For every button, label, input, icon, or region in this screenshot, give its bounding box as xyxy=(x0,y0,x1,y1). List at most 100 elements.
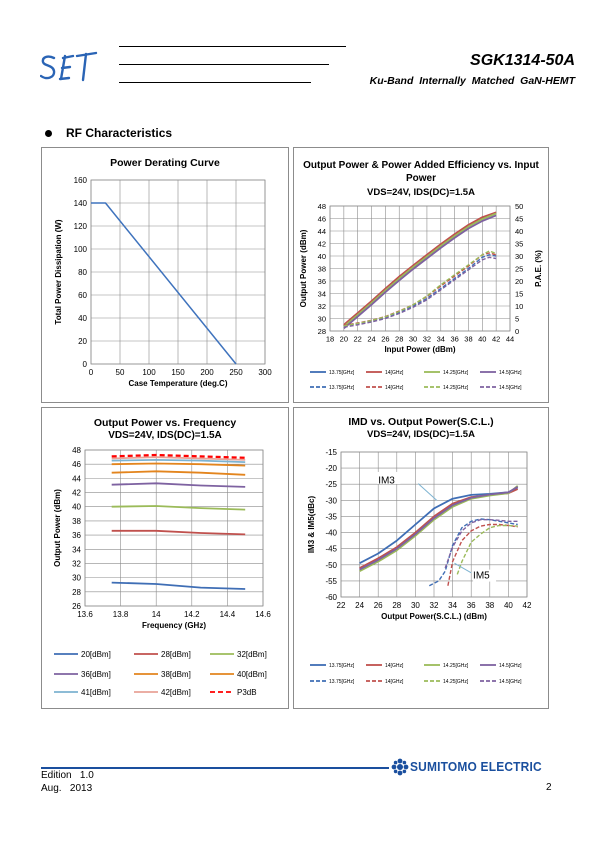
x-tick-label: 24 xyxy=(367,335,375,344)
legend-label: 41[dBm] xyxy=(81,688,111,697)
imd-series-line xyxy=(428,518,518,587)
x-tick-label: 42 xyxy=(492,335,500,344)
y2-tick-label: 10 xyxy=(515,302,523,311)
x-tick-label: 40 xyxy=(478,335,486,344)
y-tick-label: 26 xyxy=(72,602,81,611)
chart-panel-imd: IMD vs. Output Power(S.C.L.) xyxy=(293,407,549,709)
legend-label: 14.25[GHz] xyxy=(443,385,469,391)
freq-series-line xyxy=(111,462,246,467)
legend-label: P3dB xyxy=(237,688,257,697)
legend-label: 28[dBm] xyxy=(161,650,191,659)
y-axis-label: IM3 & IM5(dBc) xyxy=(307,496,316,554)
y2-tick-label: 25 xyxy=(515,265,523,274)
x-axis-label: Case Temperature (deg.C) xyxy=(129,379,228,388)
freq-series-line xyxy=(111,529,246,536)
y-tick-label: 30 xyxy=(318,315,326,324)
legend-label: 14[GHz] xyxy=(385,370,404,376)
x-tick-label: 14.6 xyxy=(255,610,271,619)
x-tick-label: 200 xyxy=(200,368,214,377)
y-tick-label: 44 xyxy=(318,227,326,236)
y2-tick-label: 30 xyxy=(515,252,523,261)
x-tick-label: 26 xyxy=(374,601,383,610)
y-tick-label: 38 xyxy=(318,265,326,274)
x-tick-label: 300 xyxy=(258,368,272,377)
x-tick-label: 22 xyxy=(354,335,362,344)
x-tick-label: 38 xyxy=(485,601,494,610)
y-tick-label: 42 xyxy=(318,240,326,249)
y-tick-label: 0 xyxy=(83,360,88,369)
x-axis-label: Input Power (dBm) xyxy=(384,345,455,354)
x-tick-label: 36 xyxy=(450,335,458,344)
x-tick-label: 28 xyxy=(395,335,403,344)
y-tick-label: -20 xyxy=(325,464,337,473)
pae-series-line xyxy=(343,256,497,328)
y-tick-label: -15 xyxy=(325,448,337,457)
freq-series-line xyxy=(111,505,246,511)
x-tick-label: 0 xyxy=(89,368,94,377)
annotation-bg xyxy=(377,471,401,484)
freq-series-line xyxy=(111,470,246,476)
legend-label: 14.5[GHz] xyxy=(499,385,522,391)
imd-series-line xyxy=(359,486,519,571)
y2-tick-label: 40 xyxy=(515,227,523,236)
y-axis-label: Output Power (dBm) xyxy=(299,229,308,307)
legend-label: 14[GHz] xyxy=(385,663,404,669)
chart-panel-derating: Power Derating Curve xyxy=(41,147,289,403)
legend-label: 14.5[GHz] xyxy=(499,679,522,685)
freq-series-line xyxy=(111,456,246,461)
y-tick-label: 28 xyxy=(318,327,326,336)
legend-label: 14.25[GHz] xyxy=(443,679,469,685)
annotation-arrow xyxy=(417,483,438,501)
x-tick-label: 40 xyxy=(504,601,513,610)
x-tick-label: 36 xyxy=(467,601,476,610)
x-tick-label: 34 xyxy=(437,335,445,344)
legend-label: 14[GHz] xyxy=(385,385,404,391)
plot-area xyxy=(84,449,264,607)
y-tick-label: 46 xyxy=(318,215,326,224)
edition: Edition 1.0 xyxy=(41,770,94,781)
y-tick-label: -40 xyxy=(325,529,337,538)
y2-tick-label: 0 xyxy=(515,327,519,336)
x-axis-label: Output Power(S.C.L.) (dBm) xyxy=(381,612,487,621)
y-tick-label: 44 xyxy=(72,474,81,483)
x-axis-label: Frequency (GHz) xyxy=(142,621,206,630)
legend-label: 13.75[GHz] xyxy=(329,385,355,391)
x-tick-label: 20 xyxy=(340,335,348,344)
derating-line xyxy=(91,202,237,365)
x-tick-label: 14 xyxy=(152,610,161,619)
y-tick-label: 80 xyxy=(78,268,87,277)
legend-label: 14.25[GHz] xyxy=(443,663,469,669)
x-tick-label: 13.6 xyxy=(77,610,93,619)
pout-series-line xyxy=(343,214,497,330)
legend-label: 20[dBm] xyxy=(81,650,111,659)
imd-series-line xyxy=(359,485,519,572)
x-tick-label: 24 xyxy=(355,601,364,610)
y-tick-label: 38 xyxy=(72,517,81,526)
legend-label: 32[dBm] xyxy=(237,650,267,659)
y-tick-label: -30 xyxy=(325,496,337,505)
derating-chart: 0 20 40 60 80 100 120 140 160 0 50 100 150 200 250 300 C… xyxy=(54,176,272,388)
y-tick-label: 30 xyxy=(72,574,81,583)
y2-axis-label: P.A.E. (%) xyxy=(534,250,543,287)
y-tick-label: 32 xyxy=(72,559,81,568)
y-tick-label: 46 xyxy=(72,460,81,469)
y2-tick-label: 45 xyxy=(515,215,523,224)
y-tick-label: 60 xyxy=(78,291,87,300)
y2-tick-label: 5 xyxy=(515,315,519,324)
x-tick-label: 14.2 xyxy=(184,610,200,619)
chart-subtitle: VDS=24V, IDS(DC)=1.5A xyxy=(108,430,222,441)
header-rule xyxy=(119,64,329,65)
x-tick-label: 32 xyxy=(430,601,439,610)
chart-subtitle: VDS=24V, IDS(DC)=1.5A xyxy=(367,187,475,198)
legend-label: 14.5[GHz] xyxy=(499,663,522,669)
y-tick-label: 40 xyxy=(318,252,326,261)
x-tick-label: 150 xyxy=(171,368,185,377)
x-tick-label: 13.8 xyxy=(113,610,129,619)
header-rule xyxy=(119,82,311,83)
x-tick-label: 32 xyxy=(423,335,431,344)
y-tick-label: 36 xyxy=(318,277,326,286)
y-tick-label: 36 xyxy=(72,531,81,540)
bullet-icon xyxy=(45,130,52,137)
legend-label: 38[dBm] xyxy=(161,670,191,679)
date-year: 2013 xyxy=(69,783,93,794)
